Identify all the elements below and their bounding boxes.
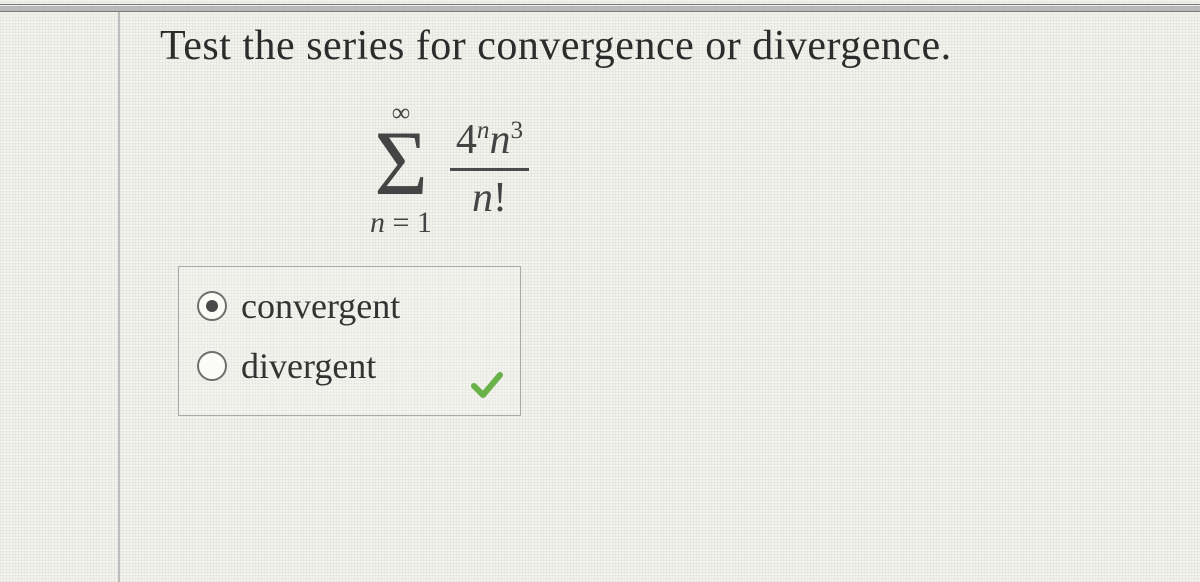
summation-block: ∞ Σ n = 1 — [370, 100, 432, 238]
summation-lower-limit: n = 1 — [370, 208, 432, 238]
sum-lower-var: n — [370, 206, 385, 239]
fraction: 4nn3 n! — [450, 117, 529, 220]
radio-divergent[interactable] — [197, 351, 227, 381]
radio-convergent[interactable] — [197, 291, 227, 321]
content-left-rule — [118, 12, 120, 582]
question-prompt: Test the series for convergence or diver… — [160, 22, 1180, 70]
num-base-4: 4 — [456, 117, 477, 163]
den-factorial: ! — [493, 175, 507, 221]
num-exp-n: n — [477, 117, 490, 144]
option-divergent[interactable]: divergent — [197, 345, 502, 387]
answer-options-box: convergent divergent — [178, 266, 521, 416]
radio-dot-icon — [206, 300, 218, 312]
fraction-denominator: n! — [466, 175, 513, 221]
den-var-n: n — [472, 175, 493, 221]
option-convergent[interactable]: convergent — [197, 285, 502, 327]
num-base-n: n — [490, 117, 511, 163]
window-top-border — [0, 4, 1200, 12]
series-formula: ∞ Σ n = 1 4nn3 n! — [370, 100, 1180, 238]
num-exp-3: 3 — [511, 117, 524, 144]
summation-symbol: Σ — [374, 124, 428, 202]
question-region: Test the series for convergence or diver… — [160, 14, 1180, 416]
fraction-bar — [450, 168, 529, 171]
option-label-convergent: convergent — [241, 285, 400, 327]
option-label-divergent: divergent — [241, 345, 376, 387]
fraction-numerator: 4nn3 — [450, 117, 529, 163]
correct-checkmark-icon — [470, 368, 504, 407]
sum-lower-eq: = 1 — [393, 206, 432, 239]
